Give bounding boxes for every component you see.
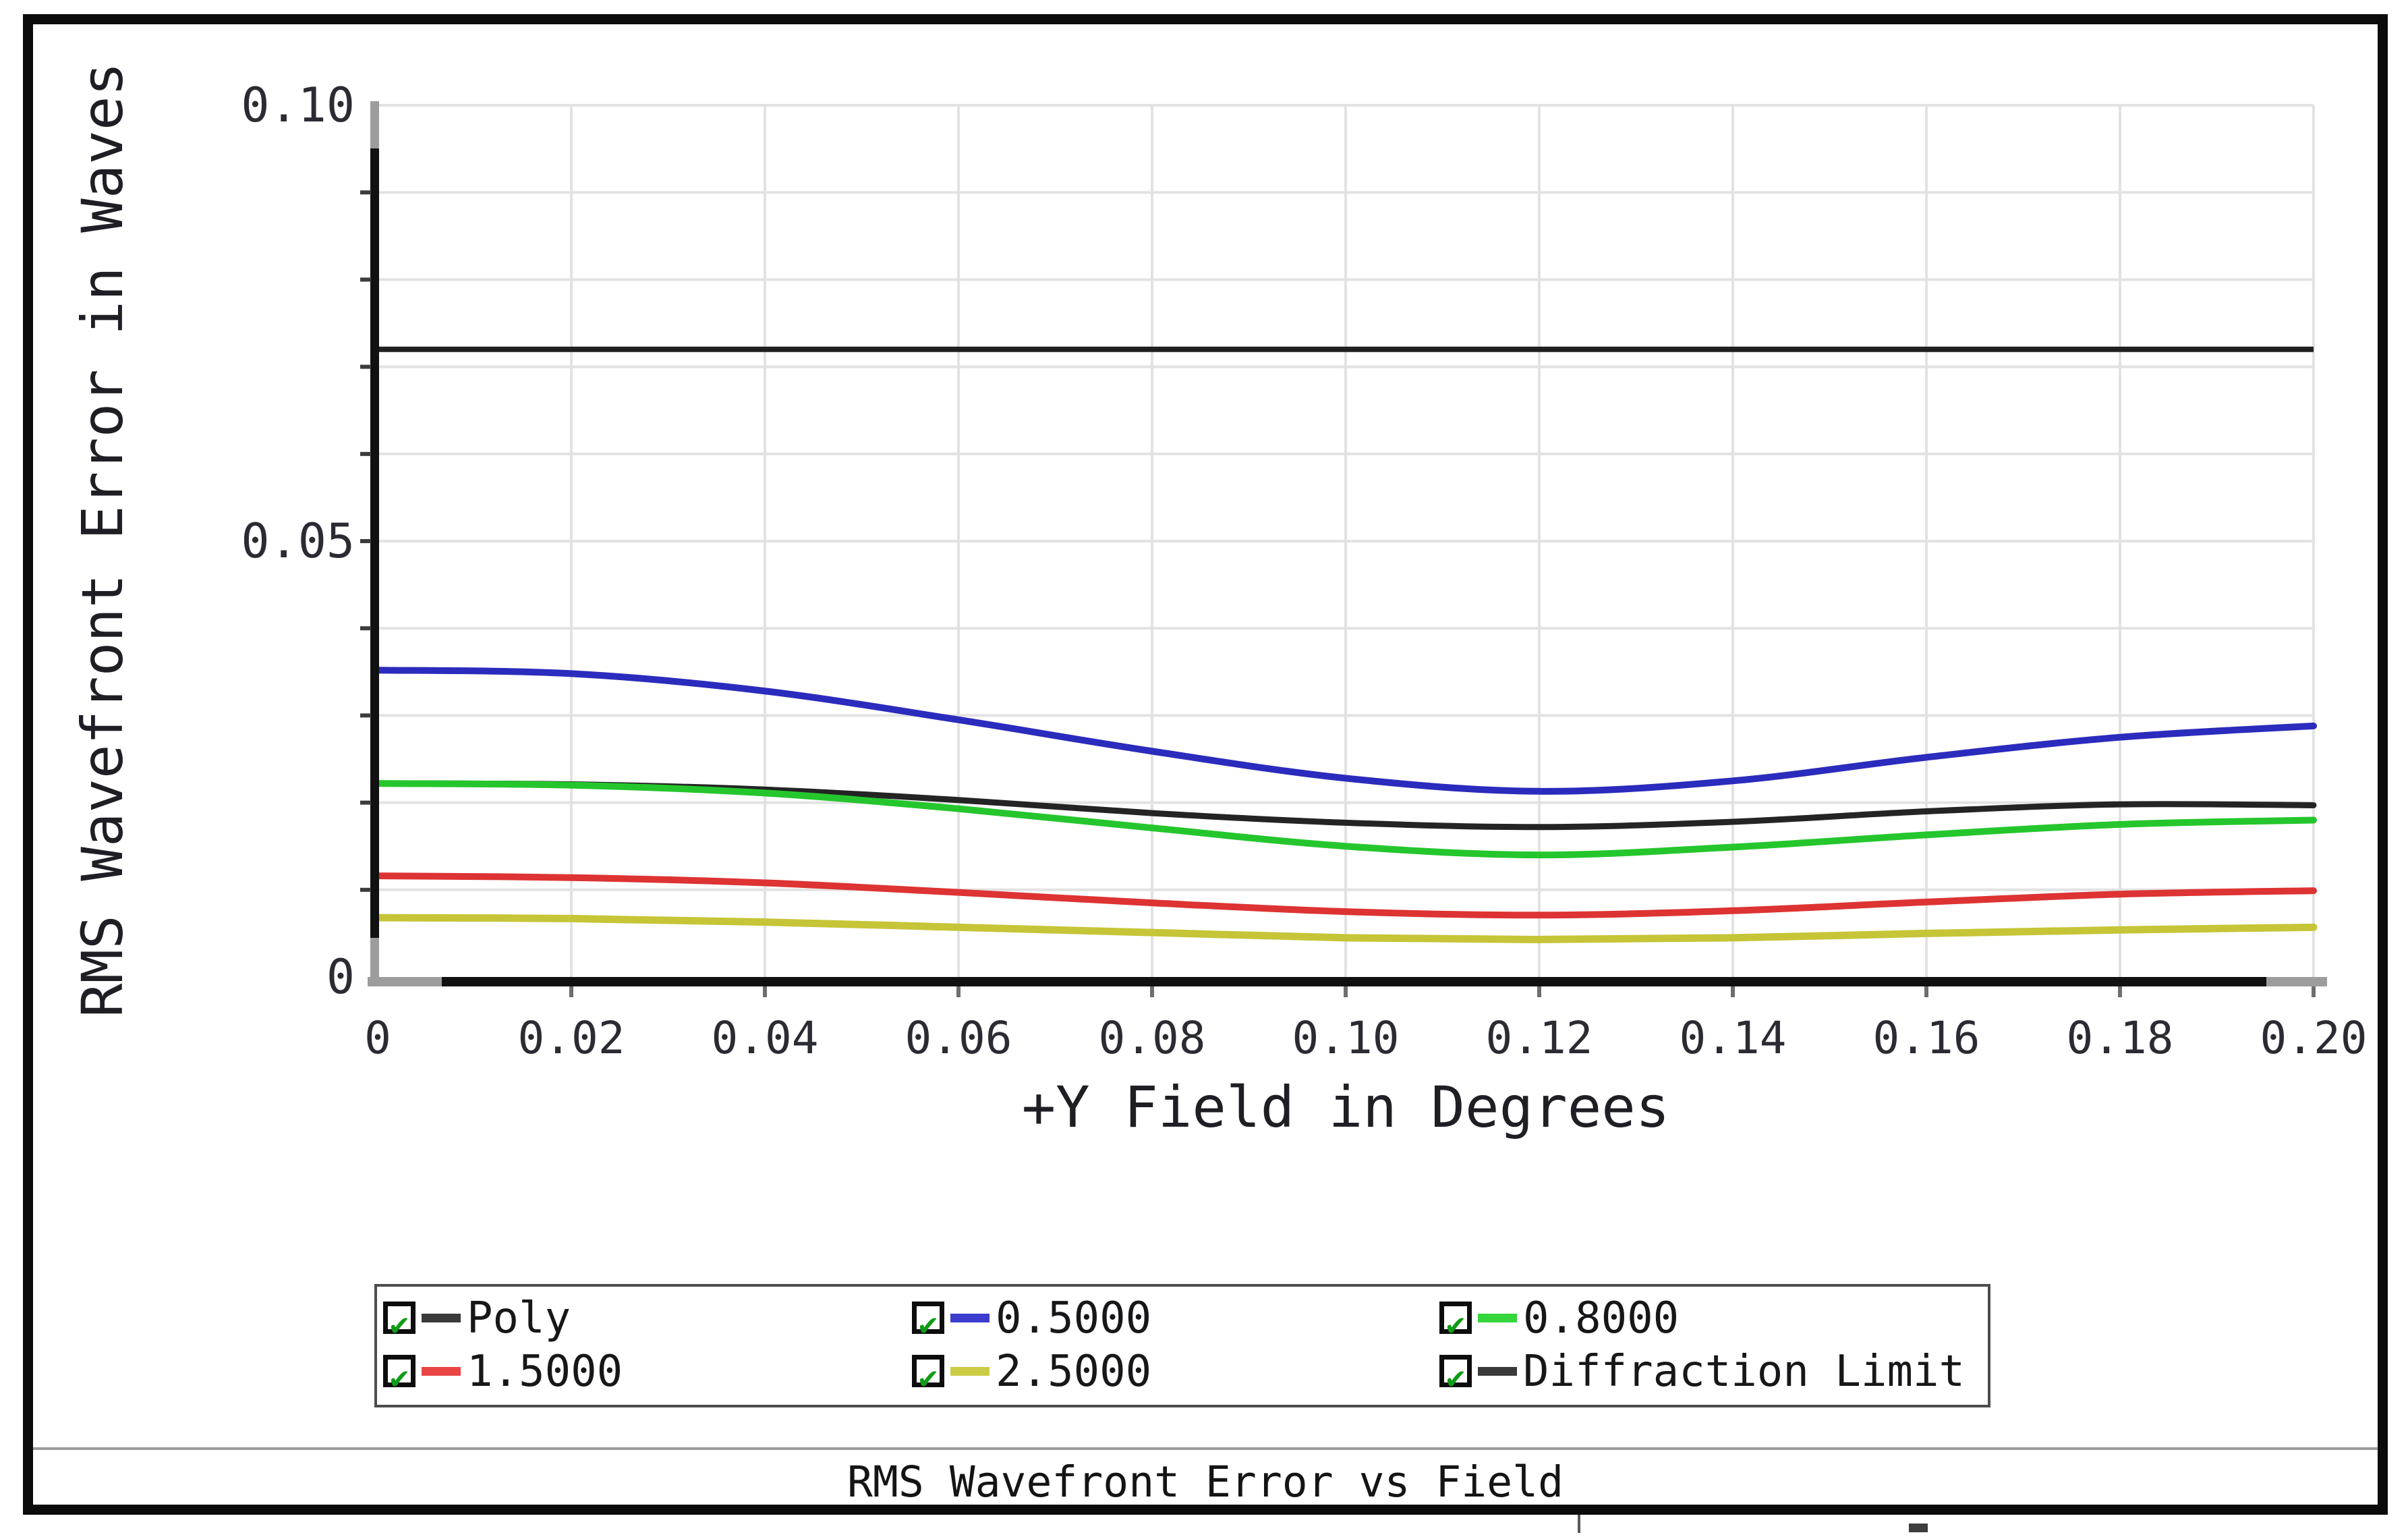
x-tick-label: 0.06 <box>905 1012 1012 1064</box>
x-tick-label: 0.12 <box>1485 1012 1593 1064</box>
series-curve-2-5000 <box>374 914 2318 943</box>
series-curve-1-5000 <box>374 872 2317 919</box>
pane-divider-line <box>1578 1515 1580 1533</box>
x-tick-mark <box>1344 986 1348 997</box>
legend-checkbox-icon[interactable]: ✔ <box>912 1302 944 1339</box>
y-tick-mark <box>360 451 371 456</box>
legend-line-swatch <box>1478 1314 1517 1322</box>
x-tick-label: 0 <box>364 1012 391 1064</box>
x-tick-mark <box>1731 986 1735 997</box>
x-tick-mark <box>2312 986 2316 997</box>
x-axis-cap-right <box>2266 977 2327 986</box>
legend-line-swatch <box>950 1367 990 1376</box>
legend-checkbox-icon[interactable]: ✔ <box>383 1355 415 1393</box>
legend-box: ✔ Poly ✔ 0.5000 ✔ 0.8000 ✔ 1.5000 ✔ 2.5000 ✔ Diffra… <box>374 1284 1990 1407</box>
x-tick-mark <box>1537 986 1541 997</box>
y-tick-mark <box>360 539 371 543</box>
checkmark-icon: ✔ <box>390 1306 409 1342</box>
legend-checkbox-icon[interactable]: ✔ <box>912 1355 944 1393</box>
y-tick-mark <box>360 277 371 282</box>
graph-window-frame <box>23 14 2388 1515</box>
y-axis-title: RMS Wavefront Error in Waves <box>69 61 136 1018</box>
y-tick-mark <box>360 190 371 195</box>
legend-item-0-5000[interactable]: ✔ 0.5000 <box>912 1293 1445 1343</box>
x-axis-cap-left <box>368 977 442 986</box>
x-axis-title: +Y Field in Degrees <box>1021 1074 1670 1140</box>
legend-item-label: Poly <box>467 1293 571 1343</box>
legend-item-label: 0.5000 <box>996 1293 1152 1343</box>
window-title: RMS Wavefront Error vs Field <box>847 1457 1564 1507</box>
legend-item-diffraction-limit[interactable]: ✔ Diffraction Limit <box>1439 1347 1972 1397</box>
x-tick-mark <box>1150 986 1154 997</box>
checkmark-icon: ✔ <box>390 1359 409 1395</box>
legend-checkbox-icon[interactable]: ✔ <box>1439 1302 1472 1339</box>
y-tick-label: 0.10 <box>241 78 355 133</box>
x-tick-mark <box>956 986 961 997</box>
x-tick-label: 0.02 <box>517 1012 625 1064</box>
x-tick-mark <box>1924 986 1928 997</box>
series-curve-0-5000 <box>374 667 2317 795</box>
series-curve-0-8000 <box>374 780 2317 859</box>
x-tick-label: 0.16 <box>1872 1012 1980 1064</box>
legend-item-label: 2.5000 <box>996 1347 1152 1397</box>
x-tick-label: 0.04 <box>711 1012 819 1064</box>
legend-item-label: 0.8000 <box>1523 1293 1680 1343</box>
y-axis-cap-top <box>370 101 379 148</box>
checkmark-icon: ✔ <box>1446 1306 1465 1342</box>
legend-line-swatch <box>422 1314 461 1322</box>
x-tick-label: 0.14 <box>1679 1012 1787 1064</box>
checkmark-icon: ✔ <box>919 1359 938 1395</box>
y-tick-label: 0.05 <box>241 513 355 569</box>
legend-line-swatch <box>1478 1367 1517 1376</box>
y-axis-line <box>370 148 379 938</box>
x-tick-mark <box>569 986 573 997</box>
x-tick-label: 0.10 <box>1292 1012 1400 1064</box>
y-tick-mark <box>360 364 371 369</box>
legend-item-1-5000[interactable]: ✔ 1.5000 <box>383 1347 916 1397</box>
y-tick-mark <box>360 626 371 631</box>
y-axis-cap-bottom <box>370 938 379 986</box>
x-tick-label: 0.20 <box>2260 1012 2368 1064</box>
legend-item-label: 1.5000 <box>467 1347 623 1397</box>
y-tick-mark <box>360 800 371 805</box>
legend-item-label: Diffraction Limit <box>1523 1347 1966 1397</box>
x-tick-label: 0.18 <box>2066 1012 2174 1064</box>
checkmark-icon: ✔ <box>1446 1359 1465 1395</box>
x-tick-label: 0.08 <box>1098 1012 1206 1064</box>
legend-checkbox-icon[interactable]: ✔ <box>383 1302 415 1339</box>
x-tick-mark <box>2118 986 2122 997</box>
x-axis-line <box>442 977 2266 986</box>
x-tick-mark <box>763 986 767 997</box>
legend-item-poly[interactable]: ✔ Poly <box>383 1293 916 1343</box>
legend-line-swatch <box>422 1367 461 1376</box>
legend-item-0-8000[interactable]: ✔ 0.8000 <box>1439 1293 1972 1343</box>
y-tick-mark <box>360 887 371 892</box>
y-tick-label: 0 <box>326 949 355 1005</box>
legend-item-2-5000[interactable]: ✔ 2.5000 <box>912 1347 1445 1397</box>
y-tick-mark <box>360 713 371 718</box>
checkmark-icon: ✔ <box>919 1306 938 1342</box>
background-window-fragment <box>1909 1524 1928 1532</box>
legend-checkbox-icon[interactable]: ✔ <box>1439 1355 1472 1393</box>
legend-line-swatch <box>950 1314 990 1322</box>
title-separator-line <box>33 1447 2378 1450</box>
